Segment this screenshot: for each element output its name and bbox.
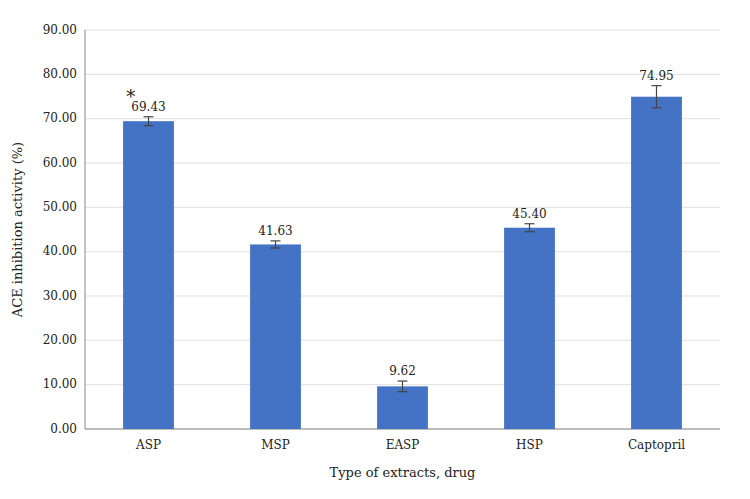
x-tick-label: EASP xyxy=(386,438,420,452)
error-bar-stem xyxy=(148,117,149,126)
error-bar xyxy=(271,241,281,248)
x-axis-label: Type of extracts, drug xyxy=(330,465,476,480)
x-tick-label: HSP xyxy=(516,438,543,452)
bars xyxy=(123,86,682,429)
data-label: 9.62 xyxy=(389,364,416,378)
error-bar-cap xyxy=(144,125,154,126)
bar xyxy=(504,228,555,429)
grid-line xyxy=(85,340,720,341)
data-label: 41.63 xyxy=(258,224,292,238)
chart-container: 0.00 10.00 20.00 30.00 40.00 50.00 60.00 70.00 8… xyxy=(0,0,750,499)
y-axis-label: ACE inhibition activity (%) xyxy=(10,142,25,318)
x-tick-label: Captopril xyxy=(628,438,685,452)
grid-line xyxy=(85,163,720,164)
grid-line xyxy=(85,30,720,31)
error-bar-cap xyxy=(525,223,535,224)
error-bar-cap xyxy=(398,380,408,381)
y-tick-label: 50.00 xyxy=(43,200,77,214)
y-axis: 0.00 10.00 20.00 30.00 40.00 50.00 60.00 70.00 8… xyxy=(43,23,85,436)
bar xyxy=(377,386,428,429)
annotations: * xyxy=(126,86,135,107)
y-tick-label: 10.00 xyxy=(43,377,77,391)
y-tick-label: 90.00 xyxy=(43,23,77,37)
grid xyxy=(85,30,720,429)
grid-line xyxy=(85,118,720,119)
y-tick-label: 70.00 xyxy=(43,111,77,125)
error-bar-cap xyxy=(652,85,662,86)
error-bar-stem xyxy=(529,224,530,232)
y-tick-label: 20.00 xyxy=(43,333,77,347)
bar xyxy=(123,121,174,429)
error-bar-cap xyxy=(271,247,281,248)
error-bar-cap xyxy=(398,391,408,392)
y-axis-line xyxy=(85,30,86,429)
error-bar-cap xyxy=(652,107,662,108)
data-label: 45.40 xyxy=(512,207,546,221)
error-bar-cap xyxy=(271,240,281,241)
bar xyxy=(631,97,682,429)
error-bar-stem xyxy=(656,86,657,108)
y-tick-label: 80.00 xyxy=(43,67,77,81)
data-label: 69.43 xyxy=(131,100,165,114)
grid-line xyxy=(85,296,720,297)
grid-line xyxy=(85,251,720,252)
data-labels: 69.43 41.63 9.62 45.40 74.95 xyxy=(131,69,673,378)
error-bar xyxy=(398,381,408,392)
chart-svg: 0.00 10.00 20.00 30.00 40.00 50.00 60.00 70.00 8… xyxy=(0,0,750,499)
error-bar xyxy=(652,86,662,108)
error-bar xyxy=(144,117,154,126)
bar xyxy=(250,244,301,429)
x-axis: ASP MSP EASP HSP Captopril xyxy=(85,429,720,452)
error-bar-cap xyxy=(525,231,535,232)
y-tick-label: 0.00 xyxy=(50,422,77,436)
y-tick-label: 60.00 xyxy=(43,156,77,170)
data-label: 74.95 xyxy=(639,69,673,83)
y-tick-label: 30.00 xyxy=(43,289,77,303)
error-bar-stem xyxy=(275,241,276,248)
error-bar xyxy=(525,224,535,232)
error-bar-stem xyxy=(402,381,403,392)
annotation: * xyxy=(126,86,135,107)
error-bar-cap xyxy=(144,116,154,117)
grid-line xyxy=(85,207,720,208)
x-tick-label: ASP xyxy=(135,438,161,452)
y-tick-label: 40.00 xyxy=(43,244,77,258)
grid-line xyxy=(85,74,720,75)
x-tick-label: MSP xyxy=(261,438,290,452)
